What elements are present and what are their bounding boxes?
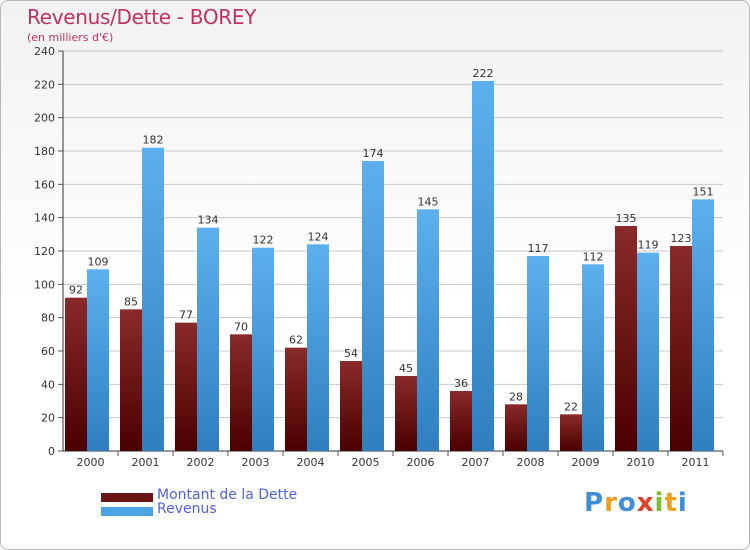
data-label-revenus: 182 [143, 134, 164, 147]
x-tick-label: 2010 [627, 456, 655, 469]
data-label-dette: 77 [179, 309, 193, 322]
x-tick-label: 2005 [352, 456, 380, 469]
x-tick-label: 2007 [462, 456, 490, 469]
data-label-dette: 22 [564, 400, 578, 413]
legend-label-revenus: Revenus [157, 501, 217, 517]
x-tick-label: 2003 [242, 456, 270, 469]
legend-swatch-dette [101, 493, 153, 502]
y-tick-label: 200 [34, 112, 55, 125]
y-tick-label: 100 [34, 278, 55, 291]
bar-revenus [582, 264, 604, 451]
bar-dette [175, 322, 197, 451]
bar-dette [230, 334, 252, 451]
data-label-revenus: 174 [363, 147, 384, 160]
logo-letter: x [636, 488, 655, 518]
logo-letter: o [617, 488, 637, 518]
bar-dette [450, 391, 472, 451]
x-tick-label: 2006 [407, 456, 435, 469]
data-label-revenus: 109 [88, 255, 109, 268]
data-label-revenus: 134 [198, 214, 219, 227]
bar-revenus [142, 147, 164, 451]
bar-revenus [637, 252, 659, 451]
bar-revenus [692, 199, 714, 451]
bar-dette [65, 297, 87, 451]
bar-dette [120, 309, 142, 451]
data-label-revenus: 122 [253, 234, 274, 247]
data-label-revenus: 222 [473, 67, 494, 80]
data-label-revenus: 119 [638, 239, 659, 252]
bar-revenus [527, 256, 549, 451]
y-tick-label: 80 [41, 312, 55, 325]
data-label-revenus: 112 [583, 250, 604, 263]
bar-revenus [307, 244, 329, 451]
logo-letter: r [604, 488, 618, 518]
y-tick-label: 220 [34, 78, 55, 91]
bar-revenus [417, 209, 439, 451]
y-tick-label: 120 [34, 245, 55, 258]
x-tick-label: 2011 [682, 456, 710, 469]
data-label-revenus: 117 [528, 242, 549, 255]
x-tick-label: 2004 [297, 456, 325, 469]
y-tick-label: 60 [41, 345, 55, 358]
bar-dette [395, 376, 417, 451]
bar-revenus [252, 247, 274, 451]
proxiti-logo: Proxiti [584, 488, 688, 518]
bar-dette [285, 347, 307, 451]
logo-letter: P [584, 488, 605, 518]
y-tick-label: 180 [34, 145, 55, 158]
bar-dette [560, 414, 582, 451]
data-label-revenus: 151 [693, 185, 714, 198]
logo-letter: i [677, 488, 688, 518]
data-label-dette: 92 [69, 284, 83, 297]
data-label-revenus: 124 [308, 230, 329, 243]
bar-revenus [362, 161, 384, 451]
bar-dette [670, 246, 692, 451]
data-label-dette: 62 [289, 334, 303, 347]
logo-letter: i [654, 488, 665, 518]
x-tick-label: 2009 [572, 456, 600, 469]
y-tick-label: 240 [34, 45, 55, 58]
y-tick-label: 160 [34, 178, 55, 191]
bar-revenus [472, 81, 494, 451]
chart-title: Revenus/Dette - BOREY [27, 5, 257, 29]
bar-revenus [87, 269, 109, 451]
x-tick-label: 2008 [517, 456, 545, 469]
x-tick-label: 2002 [187, 456, 215, 469]
bar-revenus [197, 227, 219, 451]
y-tick-label: 20 [41, 412, 55, 425]
data-label-dette: 123 [671, 232, 692, 245]
bar-dette [505, 404, 527, 451]
x-tick-label: 2000 [77, 456, 105, 469]
y-tick-label: 0 [48, 445, 55, 458]
data-label-revenus: 145 [418, 195, 439, 208]
logo-letter: t [664, 488, 678, 518]
bar-dette [340, 361, 362, 451]
chart-subtitle: (en milliers d'€) [27, 31, 114, 44]
data-label-dette: 135 [616, 212, 637, 225]
x-tick-label: 2001 [132, 456, 160, 469]
legend-label-dette: Montant de la Dette [157, 487, 298, 503]
data-label-dette: 54 [344, 347, 358, 360]
legend-swatch-revenus [101, 507, 153, 516]
bar-dette [615, 226, 637, 451]
y-tick-label: 140 [34, 212, 55, 225]
data-label-dette: 85 [124, 295, 138, 308]
y-tick-label: 40 [41, 378, 55, 391]
data-label-dette: 45 [399, 362, 413, 375]
data-label-dette: 36 [454, 377, 468, 390]
data-label-dette: 70 [234, 320, 248, 333]
data-label-dette: 28 [509, 390, 523, 403]
